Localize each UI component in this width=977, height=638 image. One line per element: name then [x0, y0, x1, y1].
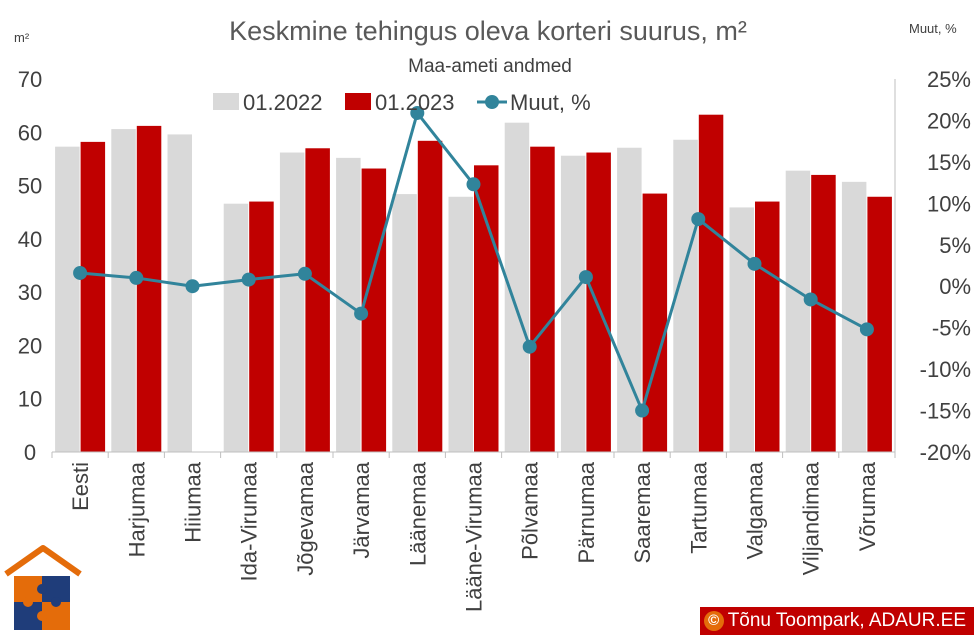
x-tick-label: Põlvamaa [518, 461, 543, 560]
line-point-Põlvamaa [522, 339, 537, 354]
bar-01.2022-Ida-Virumaa [223, 203, 249, 452]
y-tick-label: 50 [18, 174, 42, 199]
legend-label-2023: 01.2023 [375, 90, 455, 115]
line-point-Saaremaa [635, 403, 650, 418]
y2-tick-label: 10% [927, 191, 971, 216]
y-tick-label: 10 [18, 387, 42, 412]
bar-01.2023-Eesti [80, 141, 106, 452]
bar-01.2023-Ida-Virumaa [249, 201, 274, 452]
x-tick-label: Tartumaa [686, 461, 711, 553]
line-point-Pärnumaa [578, 270, 593, 285]
copyright-icon: © [703, 611, 724, 631]
x-tick-label: Hiiumaa [181, 461, 206, 542]
legend: 01.2022 01.2023 Muut, % [213, 90, 591, 115]
y-tick-label: 70 [18, 67, 42, 92]
bar-01.2022-Lääne-Virumaa [448, 196, 473, 452]
y-tick-label: 0 [24, 440, 36, 465]
line-point-Valgamaa [747, 256, 762, 271]
x-tick-label: Jõgevamaa [293, 461, 318, 576]
legend-swatch-marker [485, 95, 499, 109]
x-tick-label: Võrumaa [855, 461, 880, 551]
y2-tick-label: 5% [939, 233, 971, 258]
y-tick-label: 30 [18, 280, 42, 305]
bar-01.2022-Eesti [55, 146, 80, 452]
chart-title: Keskmine tehingus oleva korteri suurus, … [229, 16, 747, 46]
bar-01.2023-Pärnumaa [586, 152, 611, 452]
bar-01.2022-Jõgevamaa [279, 152, 305, 452]
line-point-Ida-Virumaa [241, 272, 256, 287]
bar-01.2023-Viljandimaa [811, 174, 836, 452]
bar-01.2022-Tartumaa [673, 139, 698, 452]
bar-01.2023-Põlvamaa [530, 146, 555, 452]
legend-swatch-2023 [345, 93, 371, 110]
bar-01.2022-Läänemaa [392, 194, 417, 452]
x-tick-label: Järvamaa [349, 461, 374, 558]
credit-text: Tõnu Toompark, ADAUR.EE [727, 610, 966, 631]
y2-tick-label: 0% [939, 274, 971, 299]
x-tick-label: Pärnumaa [574, 461, 599, 563]
x-tick-label: Valgamaa [743, 461, 768, 559]
bar-01.2022-Viljandimaa [785, 170, 811, 452]
bar-01.2023-Läänemaa [417, 140, 443, 452]
line-layer [73, 105, 874, 418]
legend-label-2022: 01.2022 [243, 90, 323, 115]
x-tick-label: Viljandimaa [799, 461, 824, 575]
bar-01.2023-Jõgevamaa [305, 148, 330, 452]
legend-label-muut: Muut, % [510, 90, 591, 115]
x-tick-label: Saaremaa [630, 461, 655, 563]
bar-01.2023-Valgamaa [755, 201, 780, 452]
bar-01.2023-Lääne-Virumaa [474, 165, 499, 452]
axes-layer [51, 79, 896, 458]
bars-layer [55, 114, 892, 453]
credit-badge: © Tõnu Toompark, ADAUR.EE [699, 607, 974, 635]
line-point-Võrumaa [859, 322, 874, 337]
y-tick-label: 60 [18, 120, 42, 145]
y2-tick-label: 15% [927, 150, 971, 175]
line-point-Harjumaa [129, 270, 144, 285]
bar-01.2022-Valgamaa [729, 207, 754, 452]
puzzle-house-logo [4, 545, 82, 630]
line-point-Järvamaa [354, 306, 369, 321]
y-axis-label: m² [14, 30, 30, 45]
y-tick-label: 40 [18, 227, 42, 252]
bar-01.2023-Harjumaa [136, 125, 162, 453]
text-layer: 0 10 20 30 40 50 60 70 -20% -15% -10% -5% 0% 5% 10% 15%… [14, 16, 971, 612]
y2-tick-label: 20% [927, 108, 971, 133]
bar-01.2022-Harjumaa [111, 129, 136, 453]
x-tick-label: Harjumaa [124, 461, 149, 557]
y2-tick-label: 25% [927, 67, 971, 92]
y2-tick-label: -5% [932, 316, 971, 341]
x-tick-label: Ida-Virumaa [237, 461, 262, 581]
line-point-Eesti [73, 265, 88, 280]
legend-swatch-2022 [213, 93, 239, 110]
x-tick-label: Lääne-Virumaa [462, 461, 487, 612]
line-point-Tartumaa [691, 212, 706, 227]
bar-01.2022-Hiiumaa [167, 134, 192, 452]
line-point-Läänemaa [410, 105, 425, 120]
x-tick-label: Läänemaa [405, 461, 430, 566]
bar-01.2023-Tartumaa [698, 114, 724, 453]
line-point-Jõgevamaa [297, 266, 312, 281]
x-tick-label: Eesti [68, 462, 93, 511]
line-point-Lääne-Virumaa [466, 177, 481, 192]
y2-tick-label: -10% [920, 357, 971, 382]
y2-tick-label: -15% [920, 399, 971, 424]
chart-subtitle: Maa-ameti andmed [408, 56, 572, 77]
y2-axis-label: Muut, % [909, 21, 957, 36]
line-point-Hiiumaa [185, 279, 200, 294]
y2-tick-label: -20% [920, 440, 971, 465]
y-tick-label: 20 [18, 333, 42, 358]
line-point-Viljandimaa [803, 292, 818, 307]
